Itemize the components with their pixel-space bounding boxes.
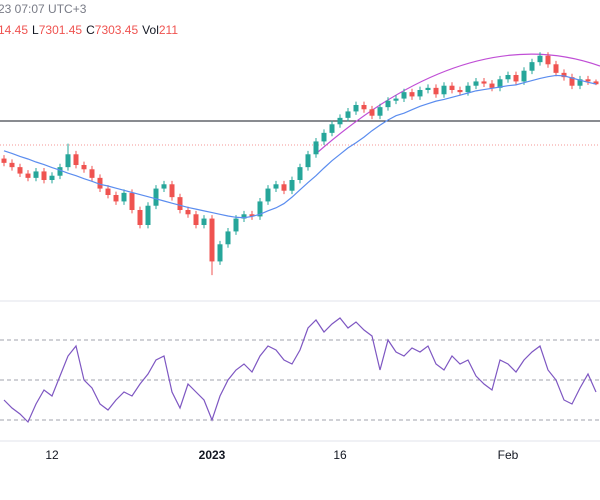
x-tick-label: 12	[45, 448, 59, 462]
candle-body	[81, 165, 87, 170]
candle-body	[161, 184, 167, 189]
ohlc-value: 7301.45	[39, 23, 83, 37]
candle-body	[65, 154, 71, 168]
candle-body	[537, 55, 543, 63]
candle-body	[529, 62, 535, 71]
candle-body	[201, 218, 207, 225]
candle-body	[513, 75, 519, 82]
candle-body	[193, 214, 199, 225]
candle-body	[257, 201, 263, 217]
candle-body	[353, 105, 359, 112]
candle-body	[521, 70, 527, 82]
candle-body	[569, 77, 575, 86]
ohlc-label: L	[32, 23, 39, 37]
rsi-line	[3, 317, 597, 424]
candle-body	[369, 109, 375, 116]
candle-body	[345, 111, 351, 118]
candle-body	[169, 184, 175, 198]
candle-body	[57, 167, 63, 176]
x-tick-label: Feb	[498, 448, 519, 462]
candle-body	[585, 79, 591, 82]
ohlc-label: Vol	[142, 23, 159, 37]
moving-average	[3, 74, 597, 219]
candle-body	[185, 210, 191, 215]
candle-body	[489, 83, 495, 88]
candle-body	[177, 197, 183, 210]
x-tick-label: 2023	[199, 448, 226, 462]
candle-body	[33, 171, 39, 178]
candle-body	[385, 100, 391, 108]
candle-body	[209, 218, 215, 262]
header-time: 23 07:07 UTC+3	[0, 2, 87, 16]
arc-drawing	[317, 53, 600, 153]
candle-body	[137, 210, 143, 225]
candle-body	[217, 244, 223, 262]
candle-body	[321, 132, 327, 142]
ohlc-value: 7303.45	[95, 23, 139, 37]
candle-body	[473, 81, 479, 86]
candle-body	[465, 85, 471, 93]
candle-body	[401, 92, 407, 99]
candle-body	[561, 72, 567, 78]
candle-body	[545, 55, 551, 65]
ohlc-value: 14.45	[0, 23, 28, 37]
candle-body	[457, 90, 463, 93]
candle-body	[145, 205, 151, 225]
candle-body	[41, 171, 47, 180]
candle-body	[273, 184, 279, 189]
candle-body	[281, 184, 287, 191]
candle-body	[553, 64, 559, 73]
candle-body	[505, 75, 511, 80]
candle-body	[265, 188, 271, 202]
candle-body	[441, 85, 447, 95]
header-ohlc: 14.45 L7301.45 C7303.45 Vol211	[0, 23, 178, 37]
candle-body	[225, 231, 231, 245]
candle-body	[409, 92, 415, 97]
candle-body	[73, 154, 79, 165]
candle-body	[17, 167, 23, 174]
ohlc-label: C	[86, 23, 95, 37]
candle-body	[377, 107, 383, 116]
candle-body	[105, 188, 111, 195]
candle-body	[593, 81, 599, 85]
candle-body	[297, 167, 303, 180]
candle-body	[249, 214, 255, 217]
candle-body	[129, 192, 135, 210]
candle-body	[97, 177, 103, 189]
candle-body	[577, 79, 583, 86]
candle-body	[497, 79, 503, 88]
candle-body	[481, 81, 487, 84]
x-tick-label: 16	[333, 448, 347, 462]
candle-body	[361, 105, 367, 110]
candle-body	[233, 218, 239, 232]
candle-body	[289, 180, 295, 191]
candle-body	[337, 117, 343, 125]
candle-body	[417, 90, 423, 97]
candle-body	[425, 87, 431, 90]
candle-body	[305, 154, 311, 168]
candle-body	[1, 158, 7, 163]
candle-body	[153, 188, 159, 206]
candle-body	[9, 162, 15, 168]
candle-body	[49, 175, 55, 180]
ohlc-value: 211	[159, 23, 178, 37]
candle-body	[121, 192, 127, 202]
candle-body	[113, 195, 119, 202]
candle-body	[433, 87, 439, 95]
candle-body	[313, 141, 319, 155]
candle-body	[329, 124, 335, 133]
candle-body	[89, 169, 95, 178]
candle-body	[449, 85, 455, 90]
candle-body	[393, 98, 399, 101]
candle-body	[25, 173, 31, 178]
candle-body	[241, 214, 247, 219]
